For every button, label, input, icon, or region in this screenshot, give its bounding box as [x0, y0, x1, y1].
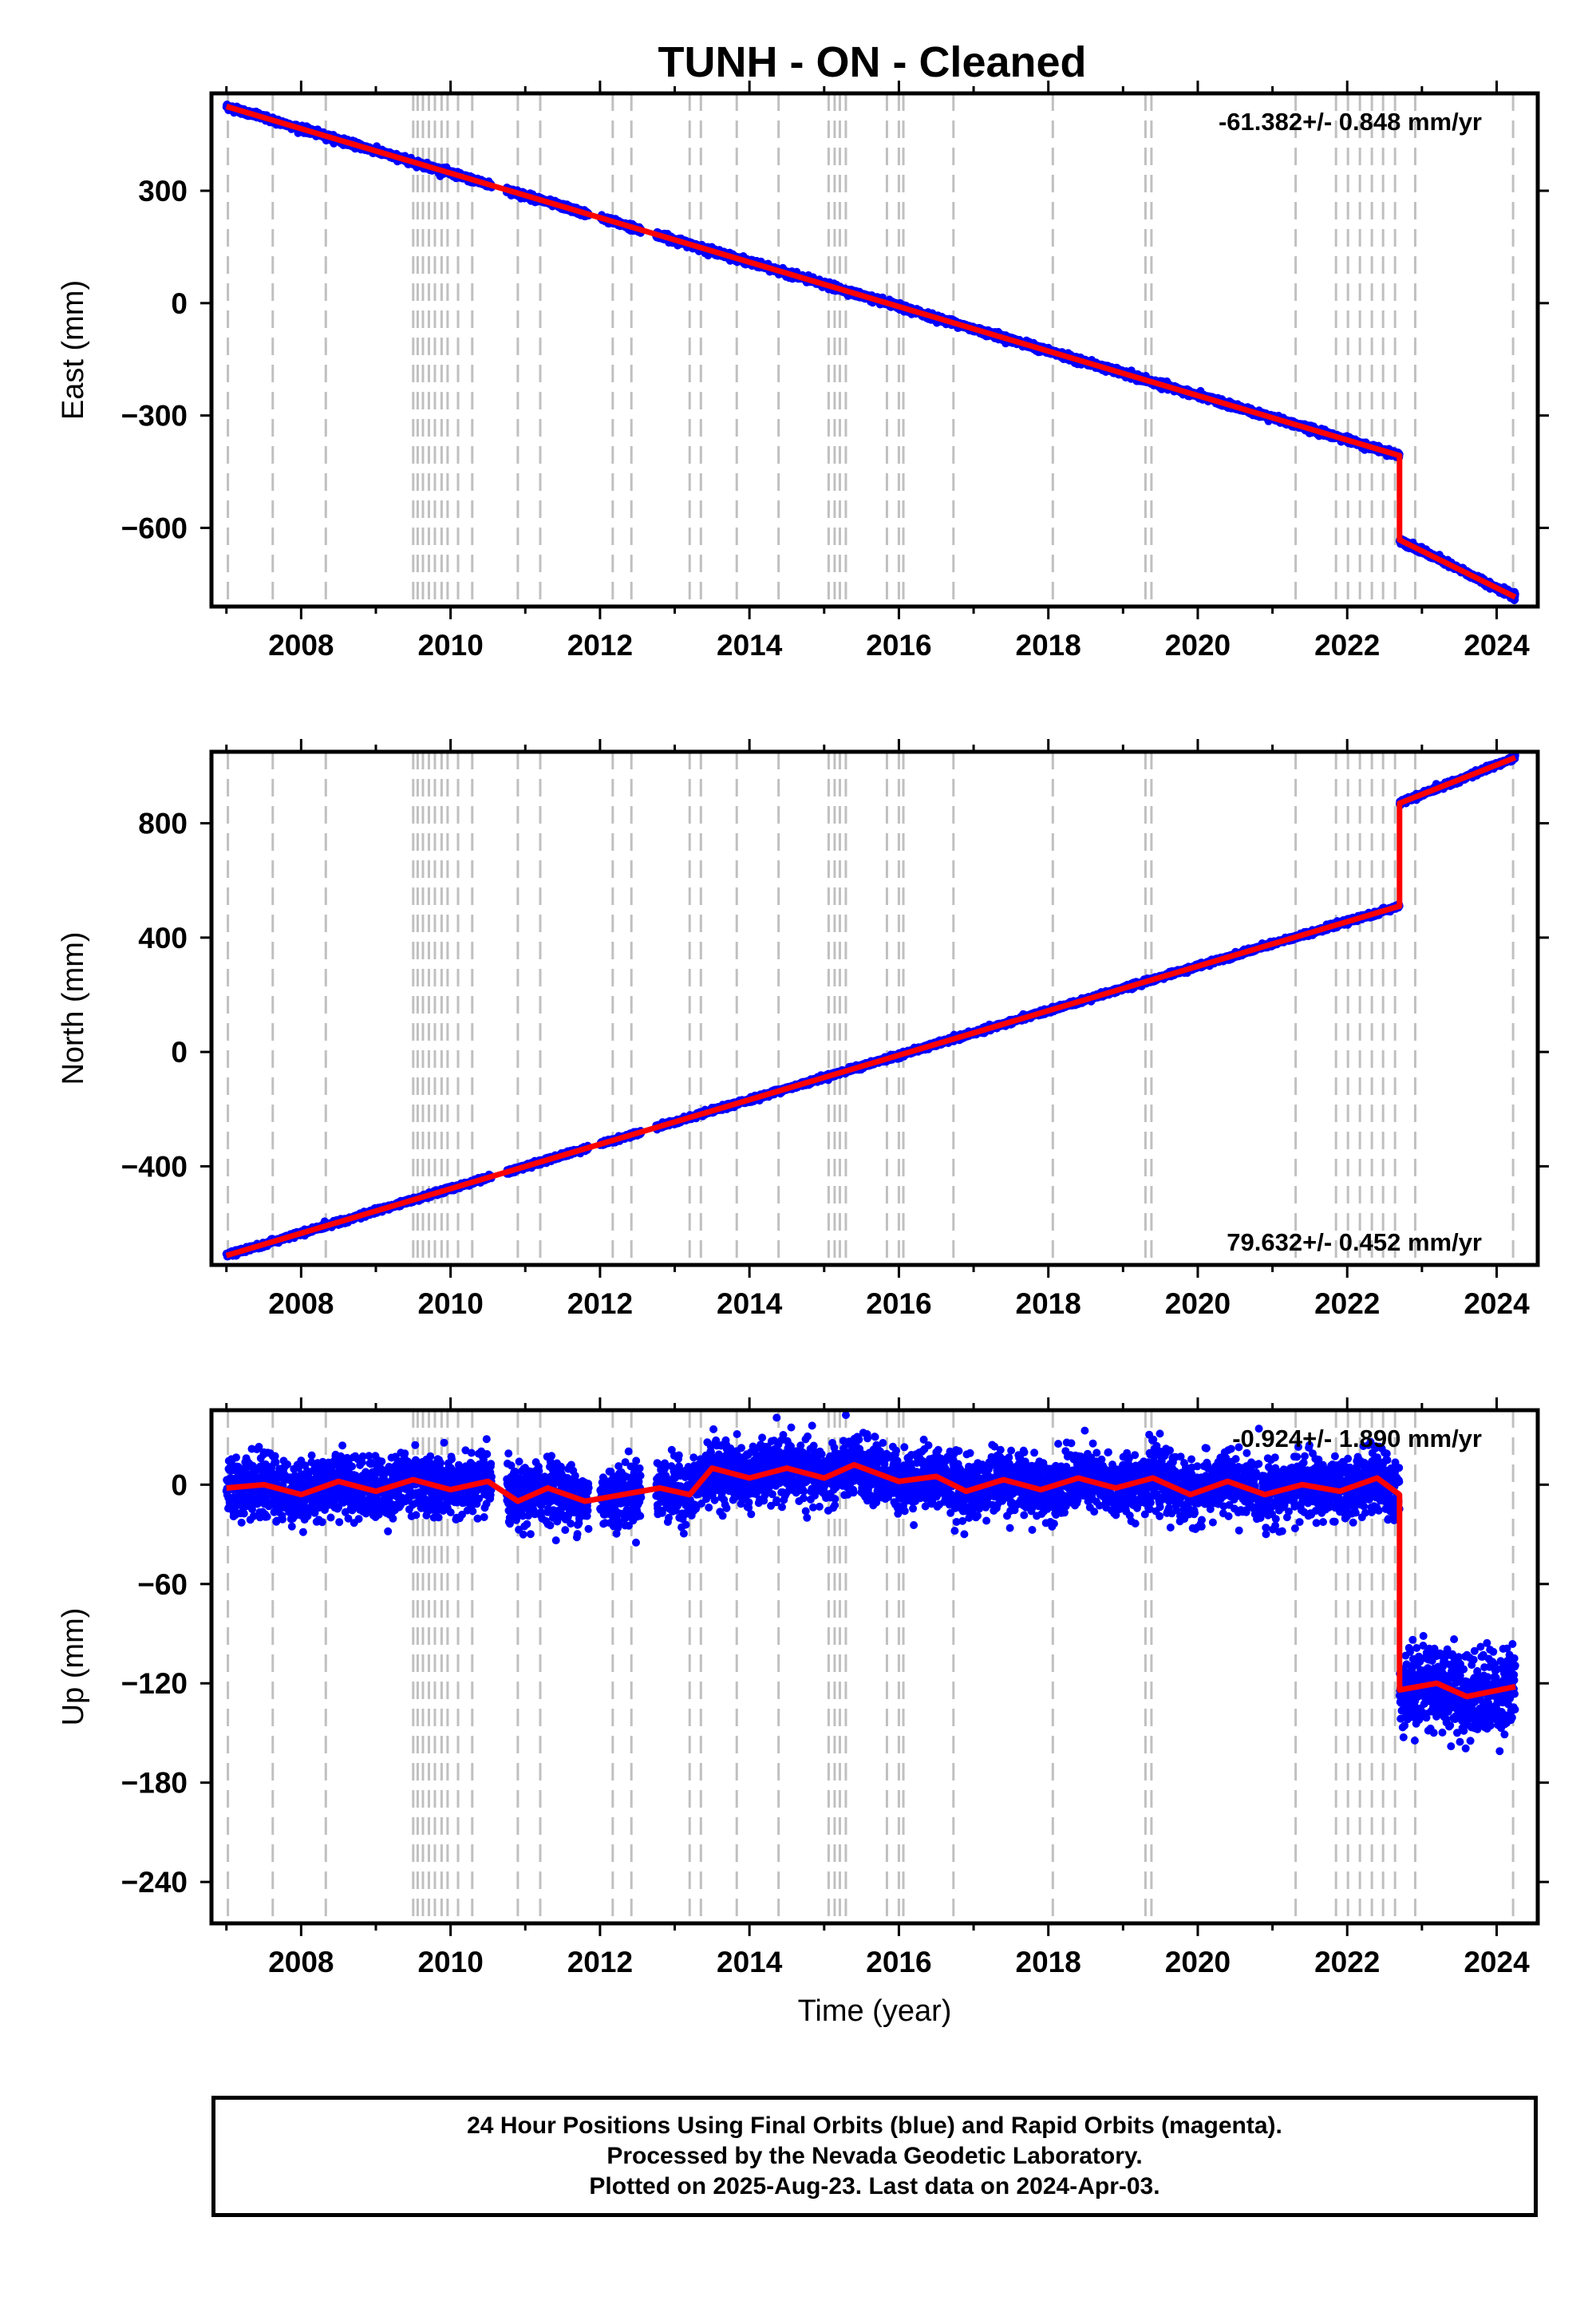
event-lines [227, 93, 1515, 607]
y-axis-label: Up (mm) [57, 1608, 90, 1726]
y-tick-label: 0 [171, 287, 188, 320]
y-tick-label: 0 [171, 1036, 188, 1069]
y-axis-label: North (mm) [57, 931, 90, 1085]
footer-line-3: Plotted on 2025-Aug-23. Last data on 202… [589, 2173, 1160, 2199]
velocity-annotation: -0.924+/- 1.890 mm/yr [1232, 1425, 1482, 1452]
plot-frame [209, 91, 1540, 609]
position-dots [222, 1411, 1519, 1756]
panel-east: 300 0 −300 −600 2008 2010 2012 2014 2016 2018 2020… [57, 81, 1549, 662]
x-tick-label: 2022 [1314, 629, 1380, 662]
x-tick-label: 2020 [1165, 1287, 1231, 1320]
velocity-annotation: 79.632+/- 0.452 mm/yr [1227, 1228, 1482, 1256]
model-fit-line [226, 1461, 1516, 1700]
footer-line-2: Processed by the Nevada Geodetic Laborat… [606, 2143, 1143, 2169]
velocity-annotation: -61.382+/- 0.848 mm/yr [1219, 108, 1482, 136]
x-tick-label: 2016 [866, 1946, 931, 1978]
model-fit-line [225, 104, 1517, 600]
y-tick-label: −240 [121, 1866, 188, 1899]
x-tick-label: 2014 [717, 1946, 783, 1978]
x-tick-label: 2010 [417, 1287, 483, 1320]
x-tick-label: 2010 [417, 1946, 483, 1978]
position-dots [222, 101, 1519, 605]
x-tick-label: 2008 [268, 1946, 334, 1978]
x-tick-label: 2016 [866, 1287, 931, 1320]
x-tick-label: 2022 [1314, 1287, 1380, 1320]
x-tick-label: 2018 [1016, 629, 1081, 662]
y-tick-label: 800 [138, 808, 188, 840]
panel-up: 0 −60 −120 −180 −240 2008 2010 2012 2014 2016 2018… [57, 1397, 1549, 2028]
x-tick-label: 2016 [866, 629, 931, 662]
event-lines [227, 752, 1515, 1265]
y-tick-label: −60 [137, 1568, 188, 1601]
y-tick-label: −180 [121, 1767, 188, 1800]
panel-north: 800 400 0 −400 2008 2010 2012 2014 2016 2018 2020 2… [57, 739, 1549, 1320]
y-tick-label: 400 [138, 922, 188, 954]
model-fit-line [225, 754, 1517, 1259]
x-tick-label: 2014 [717, 1287, 783, 1320]
x-tick-label: 2024 [1464, 1946, 1530, 1978]
x-tick-label: 2020 [1165, 629, 1231, 662]
x-tick-label: 2012 [567, 629, 633, 662]
y-tick-label: 0 [171, 1468, 188, 1501]
x-tick-label: 2008 [268, 1287, 334, 1320]
y-tick-label: −400 [121, 1150, 188, 1183]
x-tick-label: 2022 [1314, 1946, 1380, 1978]
x-tick-label: 2012 [567, 1946, 633, 1978]
y-tick-label: −300 [121, 400, 188, 433]
x-tick-label: 2010 [417, 629, 483, 662]
x-tick-label: 2024 [1464, 629, 1530, 662]
x-tick-label: 2020 [1165, 1946, 1231, 1978]
x-tick-label: 2008 [268, 629, 334, 662]
y-tick-label: 300 [138, 175, 188, 207]
x-tick-label: 2018 [1016, 1946, 1081, 1978]
footer-caption-box: 24 Hour Positions Using Final Orbits (bl… [211, 2096, 1538, 2217]
plot-frame [209, 1408, 1540, 1926]
x-tick-label: 2024 [1464, 1287, 1530, 1320]
x-tick-label: 2018 [1016, 1287, 1081, 1320]
x-tick-label: 2014 [717, 629, 783, 662]
chart-title: TUNH - ON - Cleaned [658, 38, 1086, 86]
daily-positions [222, 1411, 1519, 1756]
x-tick-label: 2012 [567, 1287, 633, 1320]
x-axis-label: Time (year) [798, 1994, 952, 2028]
footer-line-1: 24 Hour Positions Using Final Orbits (bl… [467, 2112, 1282, 2139]
daily-positions [222, 101, 1519, 605]
plot-frame [209, 749, 1540, 1267]
y-tick-label: −120 [121, 1667, 188, 1700]
y-tick-label: −600 [121, 512, 188, 544]
y-axis-label: East (mm) [57, 280, 90, 420]
